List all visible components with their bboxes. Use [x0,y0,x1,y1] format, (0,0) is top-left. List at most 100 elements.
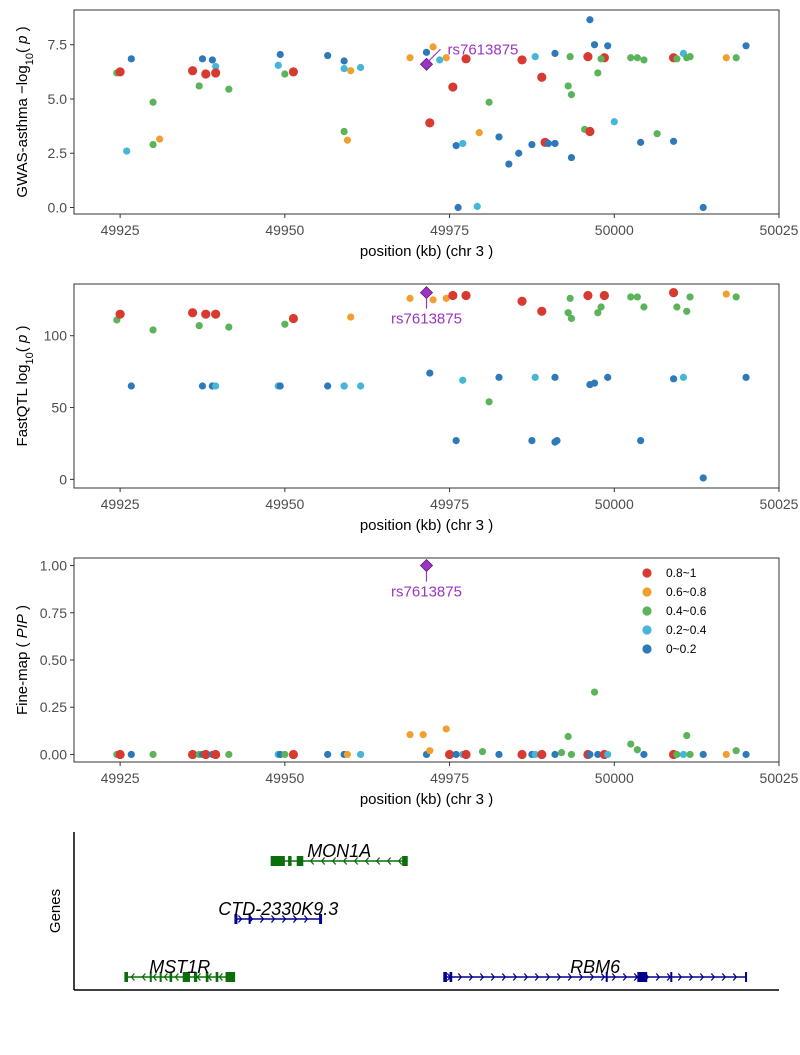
strand-arrow [292,915,298,923]
data-point [590,41,599,49]
x-tick-label: 50000 [595,222,634,238]
data-point [604,750,612,759]
strand-arrow [270,915,276,923]
strand-arrow [237,915,243,923]
data-point [347,313,355,321]
strand-arrow [633,973,639,981]
data-point [115,749,125,760]
data-point [722,290,730,298]
data-point [357,382,365,390]
data-point [461,749,471,760]
legend-key [642,625,652,635]
data-point [187,749,198,760]
data-point [673,303,681,311]
data-point [604,42,612,50]
gene-exon [182,972,190,982]
data-point [699,474,707,482]
data-point [673,750,681,759]
y-axis-title-subscript: 10 [24,352,36,364]
data-point [343,750,352,759]
gene-exon [149,972,152,982]
gene-exon [193,972,198,982]
data-point [473,202,481,211]
data-point [347,67,355,75]
strand-arrow [600,973,606,981]
data-point [436,56,444,64]
data-point [212,382,220,390]
data-point [425,118,435,128]
strand-arrow [545,973,551,981]
data-point [627,293,635,301]
data-point [742,42,750,50]
data-point [324,51,332,60]
data-point [610,118,618,126]
data-point [478,748,487,756]
data-point [288,67,299,77]
data-point [208,56,216,64]
data-point [475,129,483,137]
y-tick-label: 0.00 [40,746,67,762]
gene-exon [271,856,285,866]
strand-arrow [578,973,584,981]
x-axis-title: position (kb) (chr 3 ) [360,243,493,260]
x-tick-label: 50000 [595,496,634,512]
y-axis-title-part: FastQTL [14,385,31,447]
data-point [324,382,332,390]
data-point [586,750,594,759]
gene-mst1r: MST1R [124,957,236,982]
data-point [668,288,679,298]
data-point [679,373,688,381]
y-tick-label: 0.75 [40,605,67,621]
strand-arrow [479,973,485,981]
gene-exon [670,972,673,982]
data-point [198,55,207,63]
y-axis-title-part: ) [14,26,31,35]
data-point [590,379,599,387]
data-point [742,373,750,381]
lead-snp-label: rs7613875 [391,584,462,601]
data-point [594,69,602,77]
legend-label: 0.8~1 [666,566,697,580]
data-point [679,750,688,759]
data-point [149,98,157,106]
data-point [149,140,157,149]
gene-exon [225,972,235,982]
y-axis-title-part: GWAS-asthma − [14,85,31,198]
gene-exon [605,972,608,982]
legend-label: 0.2~0.4 [666,623,707,637]
gene-exon [159,972,162,982]
x-tick-label: 50000 [595,770,634,786]
data-point [442,294,450,302]
strand-arrow [501,973,507,981]
data-point [442,54,450,62]
gene-label: CTD-2330K9.3 [218,899,338,919]
data-point [564,309,572,317]
strand-arrow [523,973,529,981]
data-point [722,750,730,759]
data-point [406,731,414,739]
data-point [633,746,641,754]
strand-arrow [364,857,370,865]
x-tick-label: 49950 [265,496,304,512]
legend-key [642,587,652,597]
data-point [406,294,414,302]
data-point [673,55,681,63]
strand-arrow [699,973,705,981]
data-point [340,127,348,136]
strand-arrow [721,973,727,981]
strand-arrow [677,973,683,981]
data-point [357,750,365,759]
lead-snp-label: rs7613875 [448,41,519,58]
strand-arrow [589,973,595,981]
y-axis-title-1: FastQTL log10( p ) [14,326,36,447]
data-point [324,750,332,759]
data-point [537,306,547,316]
strand-arrow [218,973,223,981]
y-axis-title-part: ) [14,605,31,614]
data-point [528,140,536,149]
data-point [583,290,593,301]
data-point [640,750,648,759]
data-point [461,290,471,301]
plot-frame [73,9,780,215]
